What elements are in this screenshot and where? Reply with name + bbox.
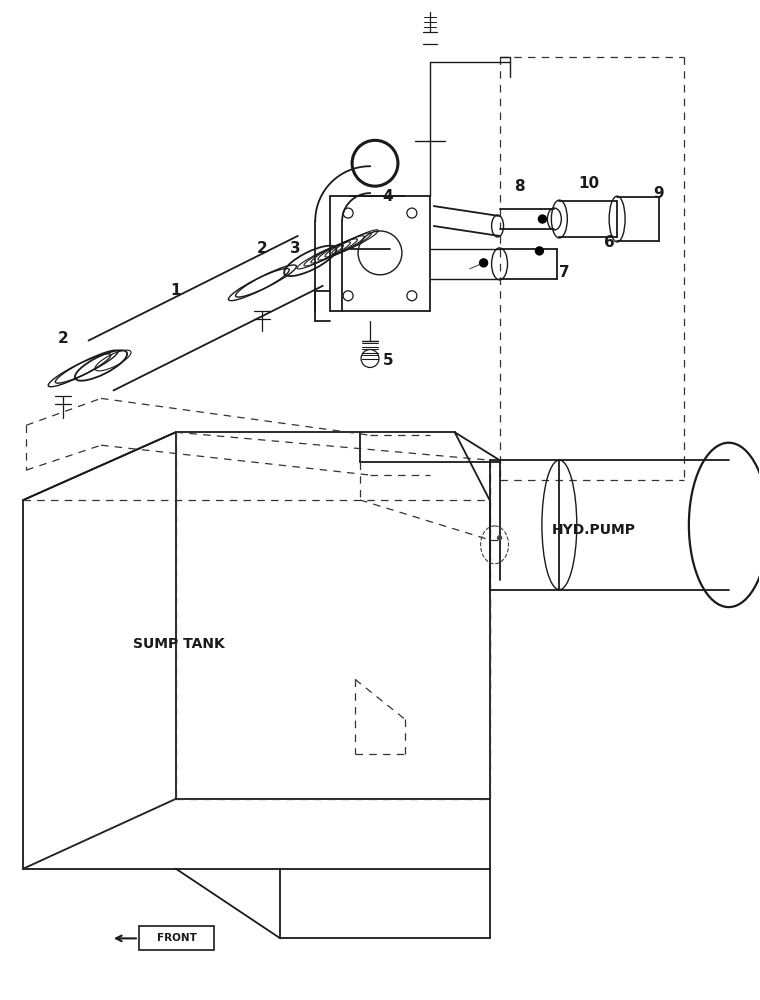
Circle shape bbox=[480, 259, 488, 267]
Text: 9: 9 bbox=[654, 186, 664, 201]
Text: 2: 2 bbox=[257, 241, 268, 256]
Text: 4: 4 bbox=[382, 189, 393, 204]
Circle shape bbox=[538, 215, 546, 223]
Text: 3: 3 bbox=[290, 241, 301, 256]
Text: 1: 1 bbox=[170, 283, 181, 298]
Circle shape bbox=[536, 247, 543, 255]
Text: 10: 10 bbox=[578, 176, 600, 191]
Text: 2: 2 bbox=[58, 331, 68, 346]
Text: 5: 5 bbox=[382, 353, 393, 368]
Text: FRONT: FRONT bbox=[157, 933, 197, 943]
Text: 8: 8 bbox=[515, 179, 525, 194]
FancyBboxPatch shape bbox=[139, 926, 214, 950]
Circle shape bbox=[498, 536, 502, 540]
Text: 6: 6 bbox=[603, 235, 615, 250]
Text: 7: 7 bbox=[559, 265, 570, 280]
Text: HYD.PUMP: HYD.PUMP bbox=[553, 523, 636, 537]
Text: SUMP TANK: SUMP TANK bbox=[133, 637, 225, 651]
